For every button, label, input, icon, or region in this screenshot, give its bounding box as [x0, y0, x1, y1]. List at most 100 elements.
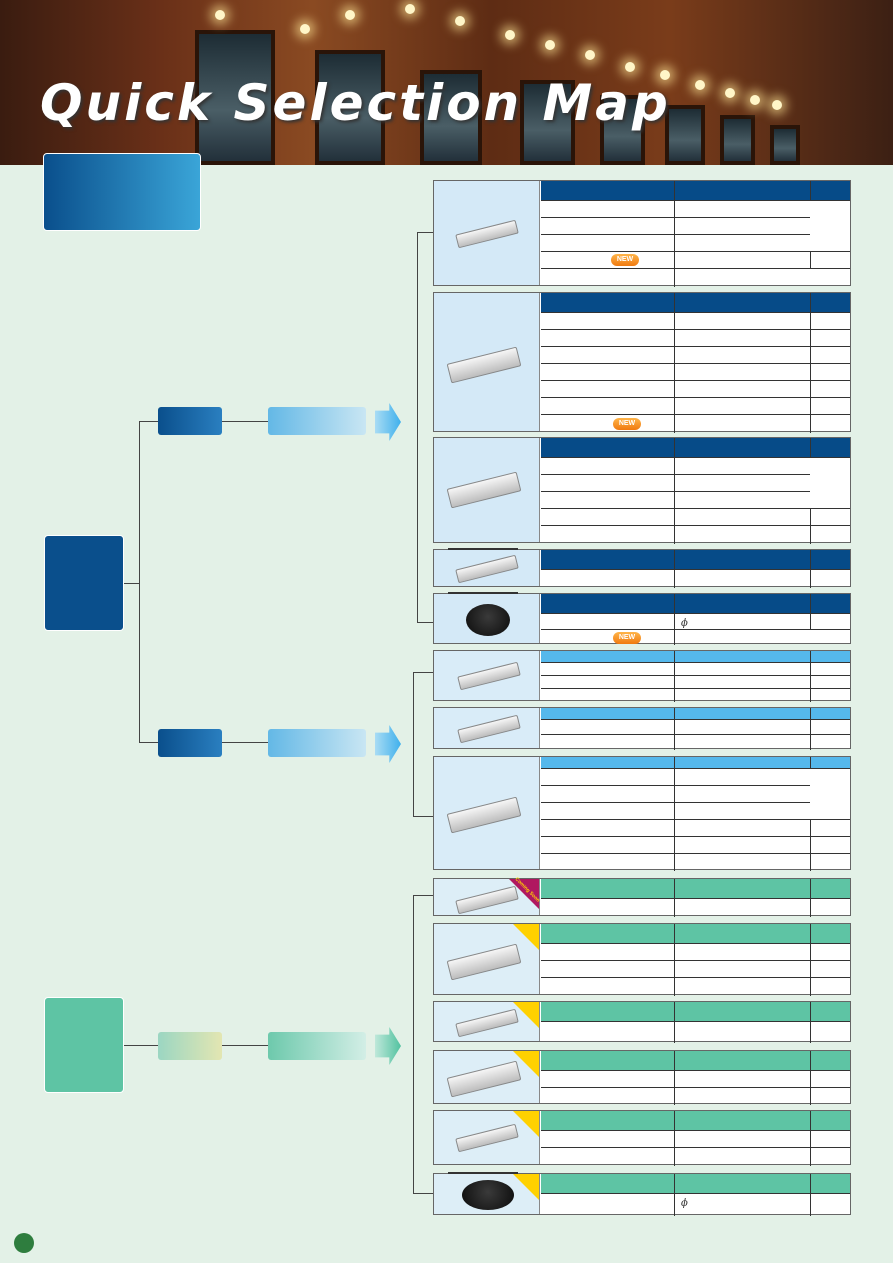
product-image: [434, 1111, 540, 1164]
led-driver-icon: [455, 1123, 519, 1153]
banner-window: [600, 95, 645, 165]
table-row: [541, 899, 850, 917]
product-image: [434, 1174, 540, 1214]
banner-light: [345, 10, 355, 20]
header-banner: Quick Selection Map: [0, 0, 893, 165]
banner-window: [770, 125, 800, 165]
bracket-line: [413, 672, 414, 816]
series-pill: [268, 1032, 366, 1060]
table-header-row: [541, 757, 850, 769]
table-row: NEW: [541, 630, 850, 645]
table-row: [541, 458, 850, 475]
series-pill: [268, 407, 366, 435]
connector-line: [222, 1045, 268, 1046]
table-header-row: [541, 1002, 850, 1022]
subcategory-pill: [158, 407, 222, 435]
led-driver-icon: [446, 796, 522, 834]
bracket-line: [413, 672, 433, 673]
product-card: [433, 707, 851, 750]
table-row: [541, 944, 850, 961]
led-driver-icon: [457, 714, 521, 744]
led-driver-icon: [457, 661, 521, 691]
product-card: [433, 1110, 851, 1166]
bracket-line: [413, 816, 433, 817]
subcategory-pill: [158, 1032, 222, 1060]
banner-window: [315, 50, 385, 165]
merged-cell: [810, 201, 850, 252]
table-row: [541, 676, 850, 689]
table-header-row: [541, 594, 850, 614]
table-row: [541, 570, 850, 588]
led-driver-icon: [455, 554, 519, 584]
table-row: [541, 330, 850, 347]
table-row: [541, 769, 850, 786]
round-driver-icon: [462, 1180, 514, 1210]
table-row: [541, 1148, 850, 1166]
banner-light: [772, 100, 782, 110]
new-badge: NEW: [613, 418, 641, 430]
category-box-blue: [44, 535, 124, 631]
banner-light: [505, 30, 515, 40]
bracket-line: [413, 895, 414, 1193]
banner-light: [455, 16, 465, 26]
table-row: [541, 978, 850, 996]
table-row: [541, 1131, 850, 1148]
arrow-right-icon: [375, 1027, 401, 1065]
table-row: [541, 492, 850, 509]
table-row: [541, 347, 850, 364]
banner-light: [545, 40, 555, 50]
product-card: Coming Soon: [433, 876, 851, 917]
category-header-box: [43, 153, 201, 231]
bracket-line: [413, 895, 433, 896]
table-header-row: [541, 550, 850, 570]
table-row: [541, 381, 850, 398]
spec-table: [541, 438, 850, 544]
merged-cell: [810, 458, 850, 509]
table-header-row: [541, 293, 850, 313]
banner-light: [585, 50, 595, 60]
table-row: [541, 313, 850, 330]
banner-window: [195, 30, 275, 165]
product-image: [434, 293, 540, 431]
new-badge: NEW: [611, 254, 639, 266]
led-driver-icon: [455, 1008, 519, 1038]
table-row: [541, 689, 850, 702]
spec-table: [541, 1111, 850, 1166]
connector-line: [222, 742, 268, 743]
table-row: [541, 854, 850, 871]
table-row: [541, 509, 850, 526]
product-image: [434, 438, 540, 542]
banner-light: [695, 80, 705, 90]
product-card: ϕ NEW: [433, 592, 851, 645]
product-card: [433, 1001, 851, 1043]
connector-line: [124, 1045, 158, 1046]
table-row: [541, 398, 850, 415]
series-pill: [268, 729, 366, 757]
card-tab: [448, 1172, 518, 1174]
arrow-right-icon: [375, 725, 401, 763]
led-driver-icon: [446, 471, 522, 509]
connector-line: [139, 742, 158, 743]
product-image: [434, 924, 540, 994]
banner-window: [520, 80, 575, 165]
spec-table: NEW: [541, 293, 850, 433]
led-driver-icon: [446, 346, 522, 384]
table-row: [541, 837, 850, 854]
product-card: [433, 1050, 851, 1105]
table-row: [541, 475, 850, 492]
table-row: [541, 201, 850, 218]
table-row: [541, 526, 850, 544]
category-box-green: [44, 997, 124, 1093]
table-row: [541, 269, 850, 287]
table-header-row: [541, 879, 850, 899]
table-header-row: [541, 924, 850, 944]
page-number-dot: [14, 1233, 34, 1253]
spec-table: ϕ NEW: [541, 594, 850, 645]
banner-light: [405, 4, 415, 14]
table-row: [541, 961, 850, 978]
product-image: [434, 594, 540, 643]
product-card: [433, 548, 851, 588]
page-title: Quick Selection Map: [40, 74, 671, 132]
merged-cell: [810, 769, 850, 820]
table-row: [541, 720, 850, 735]
